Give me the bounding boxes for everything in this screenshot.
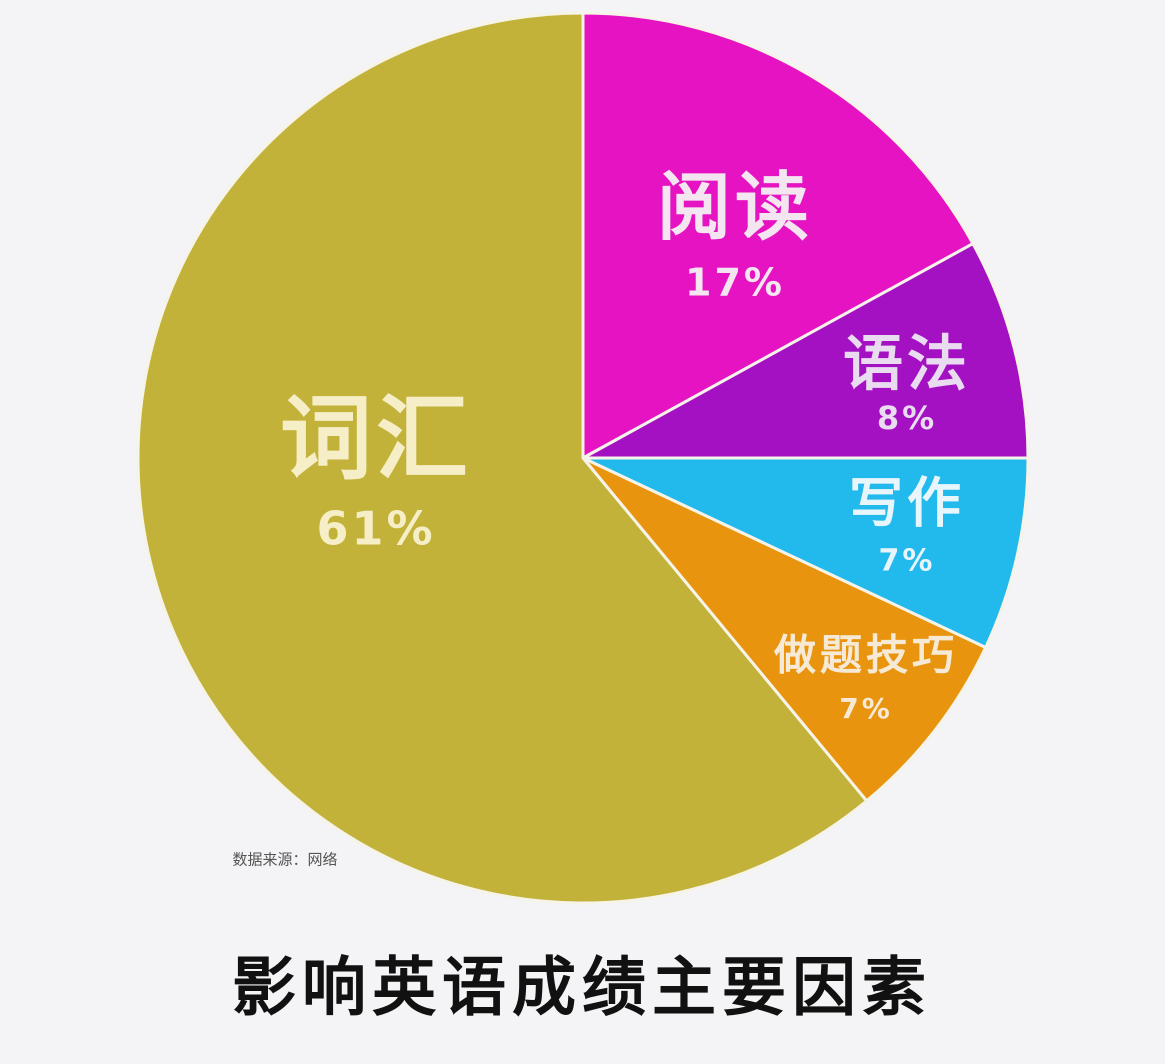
chart-title: 影响英语成绩主要因素 (232, 952, 932, 1026)
slice-value-label: 61% (316, 502, 435, 556)
slice-label: 词汇 (280, 385, 472, 492)
pie-slice (582, 241, 1030, 460)
pie-slice (581, 11, 975, 461)
slice-label: 语法 (843, 330, 971, 400)
pie (136, 11, 1030, 905)
pie-slice (581, 456, 988, 803)
slice-value-label: 7% (879, 544, 936, 579)
source-note: 数据来源：网络 (232, 851, 337, 869)
slice-label: 写作 (849, 472, 965, 535)
pie-slice (582, 456, 1030, 650)
pie-slice (136, 11, 869, 905)
slice-value-label: 17% (685, 261, 785, 305)
slice-label: 阅读 (657, 165, 813, 251)
slice-label: 做题技巧 (773, 631, 958, 680)
slice-value-label: 8% (877, 399, 937, 437)
slice-value-label: 7% (839, 692, 893, 725)
